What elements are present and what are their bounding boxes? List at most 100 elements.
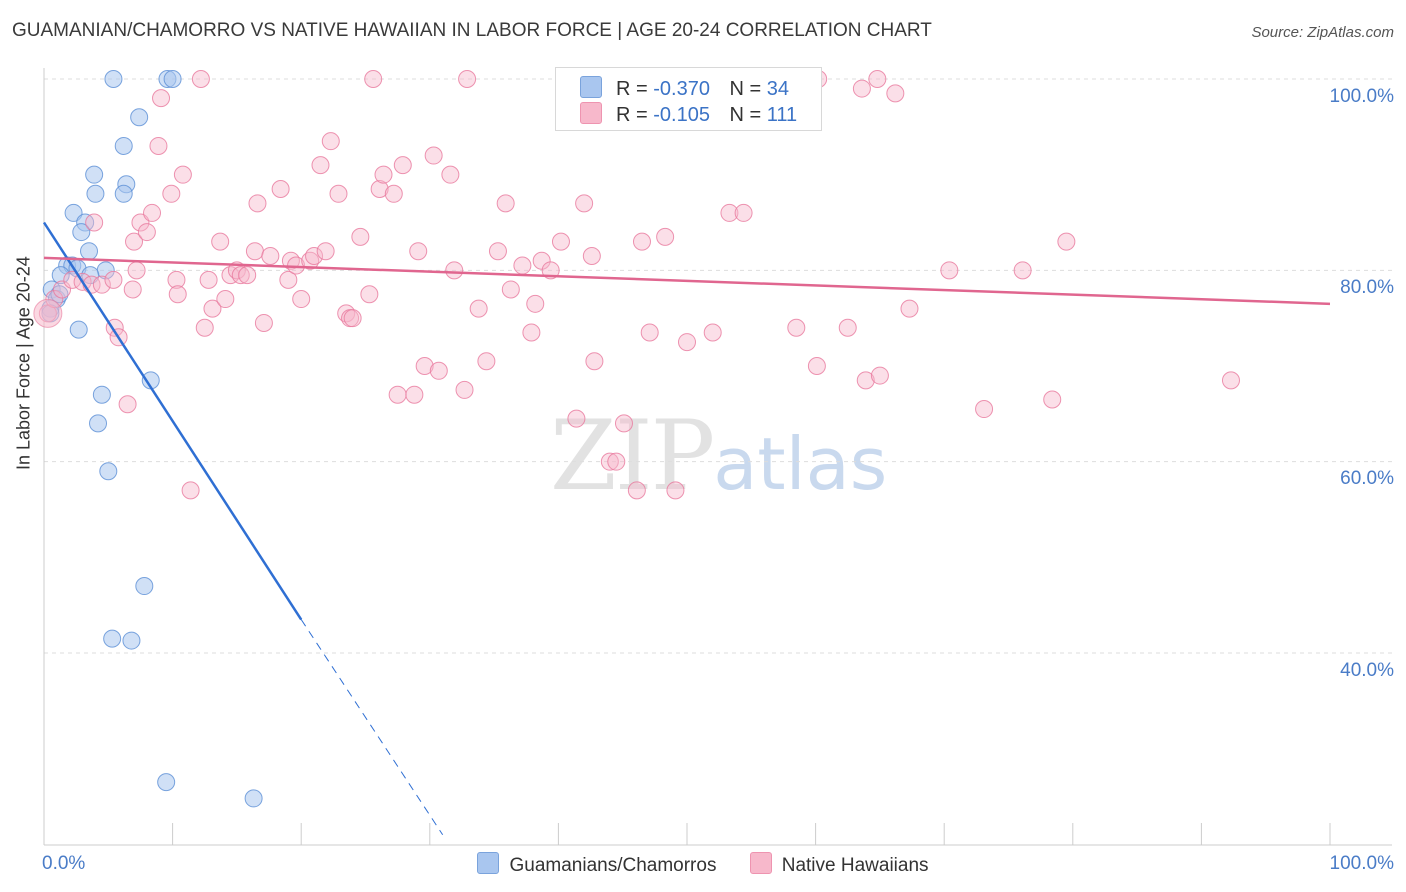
data-point: [137, 223, 156, 242]
trend-lines: [42, 221, 1331, 836]
data-point: [248, 194, 267, 213]
data-point: [424, 146, 443, 165]
data-point: [575, 194, 594, 213]
watermark: ZIPatlas: [550, 400, 887, 512]
data-point: [567, 409, 586, 428]
legend-swatch-hawaiian: [580, 102, 602, 124]
data-point: [231, 266, 250, 285]
data-point: [522, 323, 541, 342]
data-point: [114, 184, 133, 203]
axes: [43, 68, 1392, 846]
data-point: [351, 227, 370, 246]
legend-swatch-guamanian: [580, 76, 602, 98]
data-point: [238, 266, 257, 285]
data-point: [125, 232, 144, 251]
legend-item-hawaiian: Native Hawaiians: [749, 852, 929, 877]
data-point: [168, 285, 187, 304]
data-point: [254, 313, 273, 332]
data-point: [195, 318, 214, 337]
data-point: [360, 285, 379, 304]
legend-r-value-hawaiian: -0.105: [653, 104, 710, 126]
data-point: [51, 266, 70, 285]
data-point: [64, 203, 83, 222]
x-tick-label-100: 100.0%: [1329, 853, 1394, 874]
data-point: [627, 481, 646, 500]
data-point: [787, 318, 806, 337]
data-point: [469, 299, 488, 318]
data-point: [216, 290, 235, 309]
data-point: [477, 352, 496, 371]
data-point: [393, 156, 412, 175]
y-tick-label-80: 80.0%: [1340, 277, 1394, 298]
data-point: [50, 285, 69, 304]
data-point: [261, 246, 280, 265]
data-point: [374, 165, 393, 184]
data-point: [89, 414, 108, 433]
data-point: [1221, 371, 1240, 390]
data-point: [135, 577, 154, 596]
legend-n-label: N =: [729, 104, 762, 126]
data-point: [678, 333, 696, 352]
data-point: [321, 132, 340, 151]
data-point: [118, 395, 137, 414]
legend-label-guamanian: Guamanians/Chamorros: [509, 855, 717, 876]
data-point: [501, 280, 520, 299]
chart-title: GUAMANIAN/CHAMORRO VS NATIVE HAWAIIAN IN…: [12, 20, 932, 41]
data-point: [329, 184, 348, 203]
data-point: [181, 481, 200, 500]
series-legend: Guamanians/Chamorros Native Hawaiians: [0, 852, 1406, 877]
y-axis-label: In Labor Force | Age 20-24: [13, 256, 34, 470]
data-point: [488, 242, 507, 261]
data-point: [191, 70, 210, 88]
data-point: [607, 452, 626, 471]
data-point: [72, 223, 91, 242]
data-point: [199, 270, 218, 289]
data-point: [81, 266, 100, 285]
data-point: [123, 280, 142, 299]
data-point: [384, 184, 403, 203]
data-point: [281, 251, 300, 270]
data-point: [975, 400, 994, 419]
legend-r-value-guamanian: -0.370: [653, 78, 710, 100]
data-point: [1057, 232, 1076, 251]
data-point: [85, 165, 104, 184]
data-point: [405, 385, 424, 404]
data-point: [445, 261, 464, 280]
data-point: [409, 242, 428, 261]
data-point: [415, 357, 434, 375]
source-credit: Source: ZipAtlas.com: [1251, 24, 1394, 41]
data-point: [703, 323, 722, 342]
legend-r-label: R =: [616, 78, 648, 100]
data-point: [127, 261, 146, 280]
data-point: [292, 290, 311, 309]
data-point: [838, 318, 857, 337]
legend-r-label: R =: [616, 104, 648, 126]
data-point: [86, 184, 105, 203]
legend-row-guamanian: R = -0.370 N = 34: [580, 76, 789, 101]
data-point: [632, 232, 651, 251]
data-point: [640, 323, 659, 342]
data-point: [734, 203, 753, 222]
data-point: [900, 299, 919, 318]
data-point: [870, 366, 889, 385]
data-point: [541, 261, 560, 280]
data-point: [114, 136, 133, 155]
data-point: [130, 108, 149, 127]
x-tick-label-0: 0.0%: [42, 853, 86, 874]
data-point: [203, 299, 222, 318]
data-point: [868, 70, 887, 88]
data-point: [163, 70, 182, 88]
data-point: [131, 213, 150, 232]
data-point: [429, 361, 448, 380]
data-point: [666, 481, 685, 500]
data-point: [458, 70, 477, 88]
data-point: [614, 414, 633, 433]
data-point: [856, 371, 875, 390]
data-point: [513, 256, 532, 275]
data-point: [582, 246, 601, 265]
data-point: [1043, 390, 1062, 409]
data-point: [807, 357, 826, 375]
data-point: [122, 631, 141, 650]
data-point: [305, 246, 324, 265]
data-point: [92, 275, 111, 294]
